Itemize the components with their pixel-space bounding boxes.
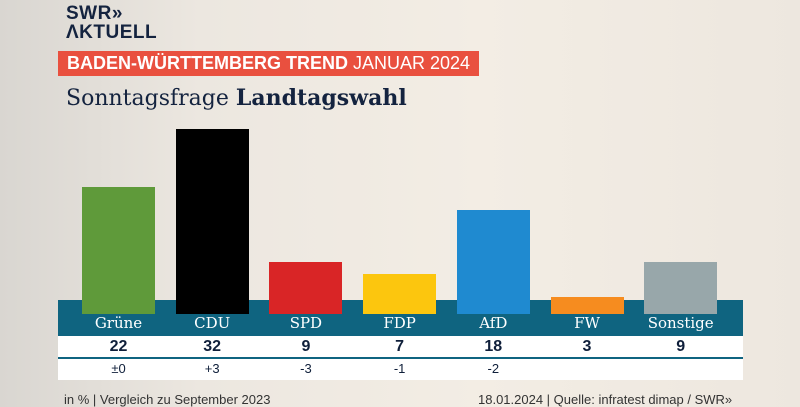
value-label: 32 <box>203 338 222 355</box>
values-row <box>58 336 743 359</box>
value-label: 3 <box>582 338 592 355</box>
chart-title: Sonntagsfrage Landtagswahl <box>66 85 407 111</box>
change-label: -2 <box>487 361 500 376</box>
banner-bold: BADEN-WÜRTTEMBERG TREND <box>67 53 348 73</box>
banner: BADEN-WÜRTTEMBERG TREND JANUAR 2024 <box>58 51 480 76</box>
bar-afd <box>456 209 530 314</box>
change-label: -3 <box>300 361 312 376</box>
value-label: 18 <box>484 338 503 355</box>
value-label: 9 <box>301 338 311 355</box>
change-label: +3 <box>204 361 220 376</box>
bar-spd <box>269 261 343 314</box>
title-normal: Sonntagsfrage <box>66 86 229 111</box>
changes-row <box>58 359 743 380</box>
bar-cdu <box>175 129 249 314</box>
bar-fdp <box>363 273 437 314</box>
category-label: Sonstige <box>647 314 714 332</box>
value-label: 7 <box>395 338 405 355</box>
category-label: FDP <box>383 314 416 332</box>
category-label: CDU <box>194 314 231 332</box>
bar-grüne <box>82 186 155 314</box>
value-label: 22 <box>109 338 128 355</box>
banner-normal: JANUAR 2024 <box>353 53 471 73</box>
category-label: FW <box>574 314 600 332</box>
bar-fw <box>550 296 624 314</box>
category-label: SPD <box>289 314 323 332</box>
value-label: 9 <box>676 338 686 355</box>
category-label: AfD <box>479 314 508 332</box>
logo-line1: SWR» <box>66 3 123 24</box>
title-bold: Landtagswahl <box>235 85 407 111</box>
change-label: -1 <box>393 361 406 376</box>
category-label: Grüne <box>94 314 143 332</box>
logo-line2: ΛKTUELL <box>66 22 158 43</box>
swr-aktuell-logo: SWR» ΛKTUELL <box>66 4 157 42</box>
change-label: ±0 <box>111 361 126 376</box>
bar-sonstige <box>644 261 718 314</box>
